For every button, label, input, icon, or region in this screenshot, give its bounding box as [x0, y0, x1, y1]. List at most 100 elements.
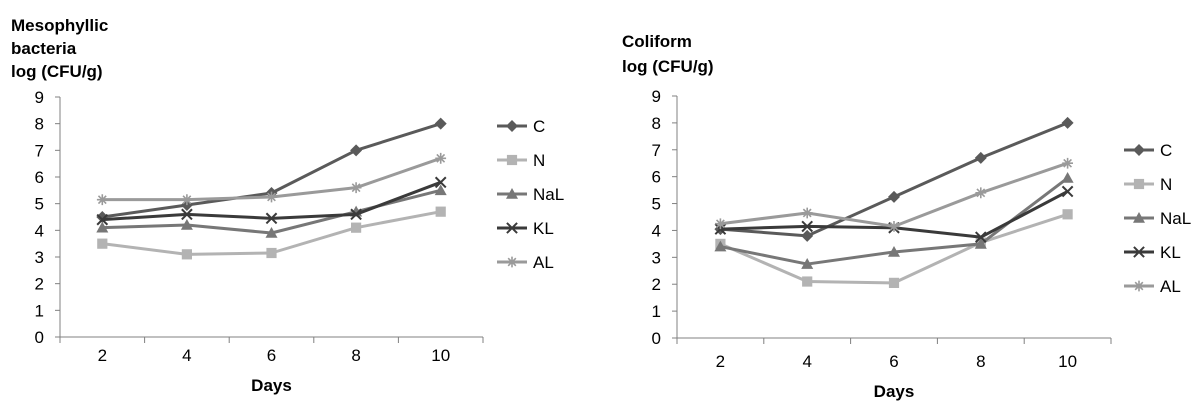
- chart-title-line: log (CFU/g): [11, 62, 103, 81]
- y-tick-label: 1: [35, 301, 44, 320]
- data-point: [97, 238, 108, 249]
- x-tick-label: 2: [716, 352, 725, 371]
- legend-marker: [506, 120, 518, 132]
- data-point: [350, 208, 362, 221]
- series-n: [97, 206, 446, 260]
- y-tick-label: 7: [35, 141, 44, 160]
- data-point: [351, 222, 362, 233]
- legend-item: N: [1124, 175, 1172, 194]
- data-point: [1061, 172, 1074, 183]
- series-kl: [96, 176, 447, 226]
- legend-item: N: [497, 151, 545, 170]
- legend-marker: [1133, 144, 1145, 156]
- legend-item: C: [1124, 141, 1172, 160]
- y-tick-label: 4: [652, 221, 661, 240]
- series-al: [715, 157, 1073, 232]
- data-point: [715, 218, 726, 230]
- legend-item: KL: [497, 219, 554, 238]
- data-point: [888, 190, 900, 203]
- data-point: [96, 194, 108, 206]
- chart-title-line: log (CFU/g): [622, 57, 714, 76]
- legend-marker: [1133, 246, 1145, 258]
- legend-marker: [1133, 178, 1145, 190]
- data-point: [888, 245, 900, 257]
- data-point: [435, 152, 447, 164]
- legend: CN NaL KL AL: [497, 117, 564, 272]
- y-tick-label: 9: [652, 87, 661, 106]
- legend-marker: [506, 222, 518, 234]
- x-tick-label: 6: [889, 352, 898, 371]
- data-point: [350, 182, 362, 194]
- data-point: [801, 207, 813, 219]
- legend-item: NaL: [497, 185, 564, 204]
- data-point: [802, 276, 813, 287]
- legend-item: AL: [497, 253, 554, 272]
- x-axis-label: Days: [251, 376, 292, 395]
- legend-marker: [1133, 280, 1145, 292]
- y-tick-label: 3: [35, 248, 44, 267]
- legend-label: N: [1160, 175, 1172, 194]
- data-point: [888, 277, 900, 288]
- data-point: [1062, 157, 1073, 169]
- data-point: [434, 184, 447, 196]
- chart-1: Mesophyllic bacteria log (CFU/g) 0 1 2 3 4 5 6 7 8 9…: [11, 16, 564, 395]
- y-tick-label: 6: [35, 168, 44, 187]
- legend-label: N: [533, 151, 545, 170]
- legend-marker: [506, 256, 518, 268]
- legend-label: C: [533, 117, 545, 136]
- y-tick-label: 5: [652, 195, 661, 214]
- x-tick-label: 2: [98, 346, 107, 365]
- y-tick-label: 8: [35, 115, 44, 134]
- legend-label: NaL: [1160, 209, 1191, 228]
- y-tick-label: 6: [652, 168, 661, 187]
- y-tick-label: 4: [35, 221, 44, 240]
- x-tick-label: 8: [976, 352, 985, 371]
- data-point: [265, 212, 278, 225]
- legend-label: NaL: [533, 185, 564, 204]
- data-point: [974, 151, 987, 164]
- data-point: [350, 144, 363, 157]
- series-c: [96, 117, 447, 223]
- legend-item: C: [497, 117, 545, 136]
- data-point: [1061, 185, 1074, 198]
- data-point: [975, 187, 987, 199]
- chart-title-line: bacteria: [11, 39, 77, 58]
- y-tick-label: 0: [652, 329, 661, 348]
- chart-2: Coliform log (CFU/g) 0 1 2 3 4 5 6 7 8 9 2 4 6 8 10 Days C…: [622, 32, 1191, 401]
- data-point: [434, 117, 447, 130]
- y-tick-label: 1: [652, 302, 661, 321]
- y-tick-label: 5: [35, 195, 44, 214]
- data-point: [96, 213, 109, 226]
- x-tick-label: 10: [431, 346, 450, 365]
- data-point: [435, 206, 446, 217]
- data-point: [265, 227, 278, 238]
- legend-label: AL: [533, 253, 554, 272]
- data-point: [1061, 116, 1074, 129]
- legend-label: AL: [1160, 277, 1181, 296]
- x-axis-label: Days: [874, 382, 915, 401]
- legend-label: C: [1160, 141, 1172, 160]
- legend: CN NaL KL AL: [1124, 141, 1191, 296]
- data-point: [266, 247, 277, 259]
- y-tick-label: 2: [652, 275, 661, 294]
- y-tick-label: 9: [35, 88, 44, 107]
- data-point: [974, 237, 987, 249]
- data-point: [266, 191, 277, 203]
- chart-title-line: Mesophyllic: [11, 16, 108, 35]
- data-point: [96, 221, 109, 233]
- legend-label: KL: [533, 219, 554, 238]
- data-point: [181, 194, 193, 206]
- y-tick-label: 0: [35, 328, 44, 347]
- x-tick-label: 10: [1058, 352, 1077, 371]
- legend-marker: [1133, 212, 1145, 223]
- legend-item: NaL: [1124, 209, 1191, 228]
- data-point: [181, 249, 192, 260]
- y-tick-label: 7: [652, 141, 661, 160]
- y-tick-label: 3: [652, 248, 661, 267]
- data-point: [801, 229, 814, 242]
- x-tick-label: 4: [802, 352, 811, 371]
- x-tick-label: 4: [182, 346, 191, 365]
- legend-item: AL: [1124, 277, 1181, 296]
